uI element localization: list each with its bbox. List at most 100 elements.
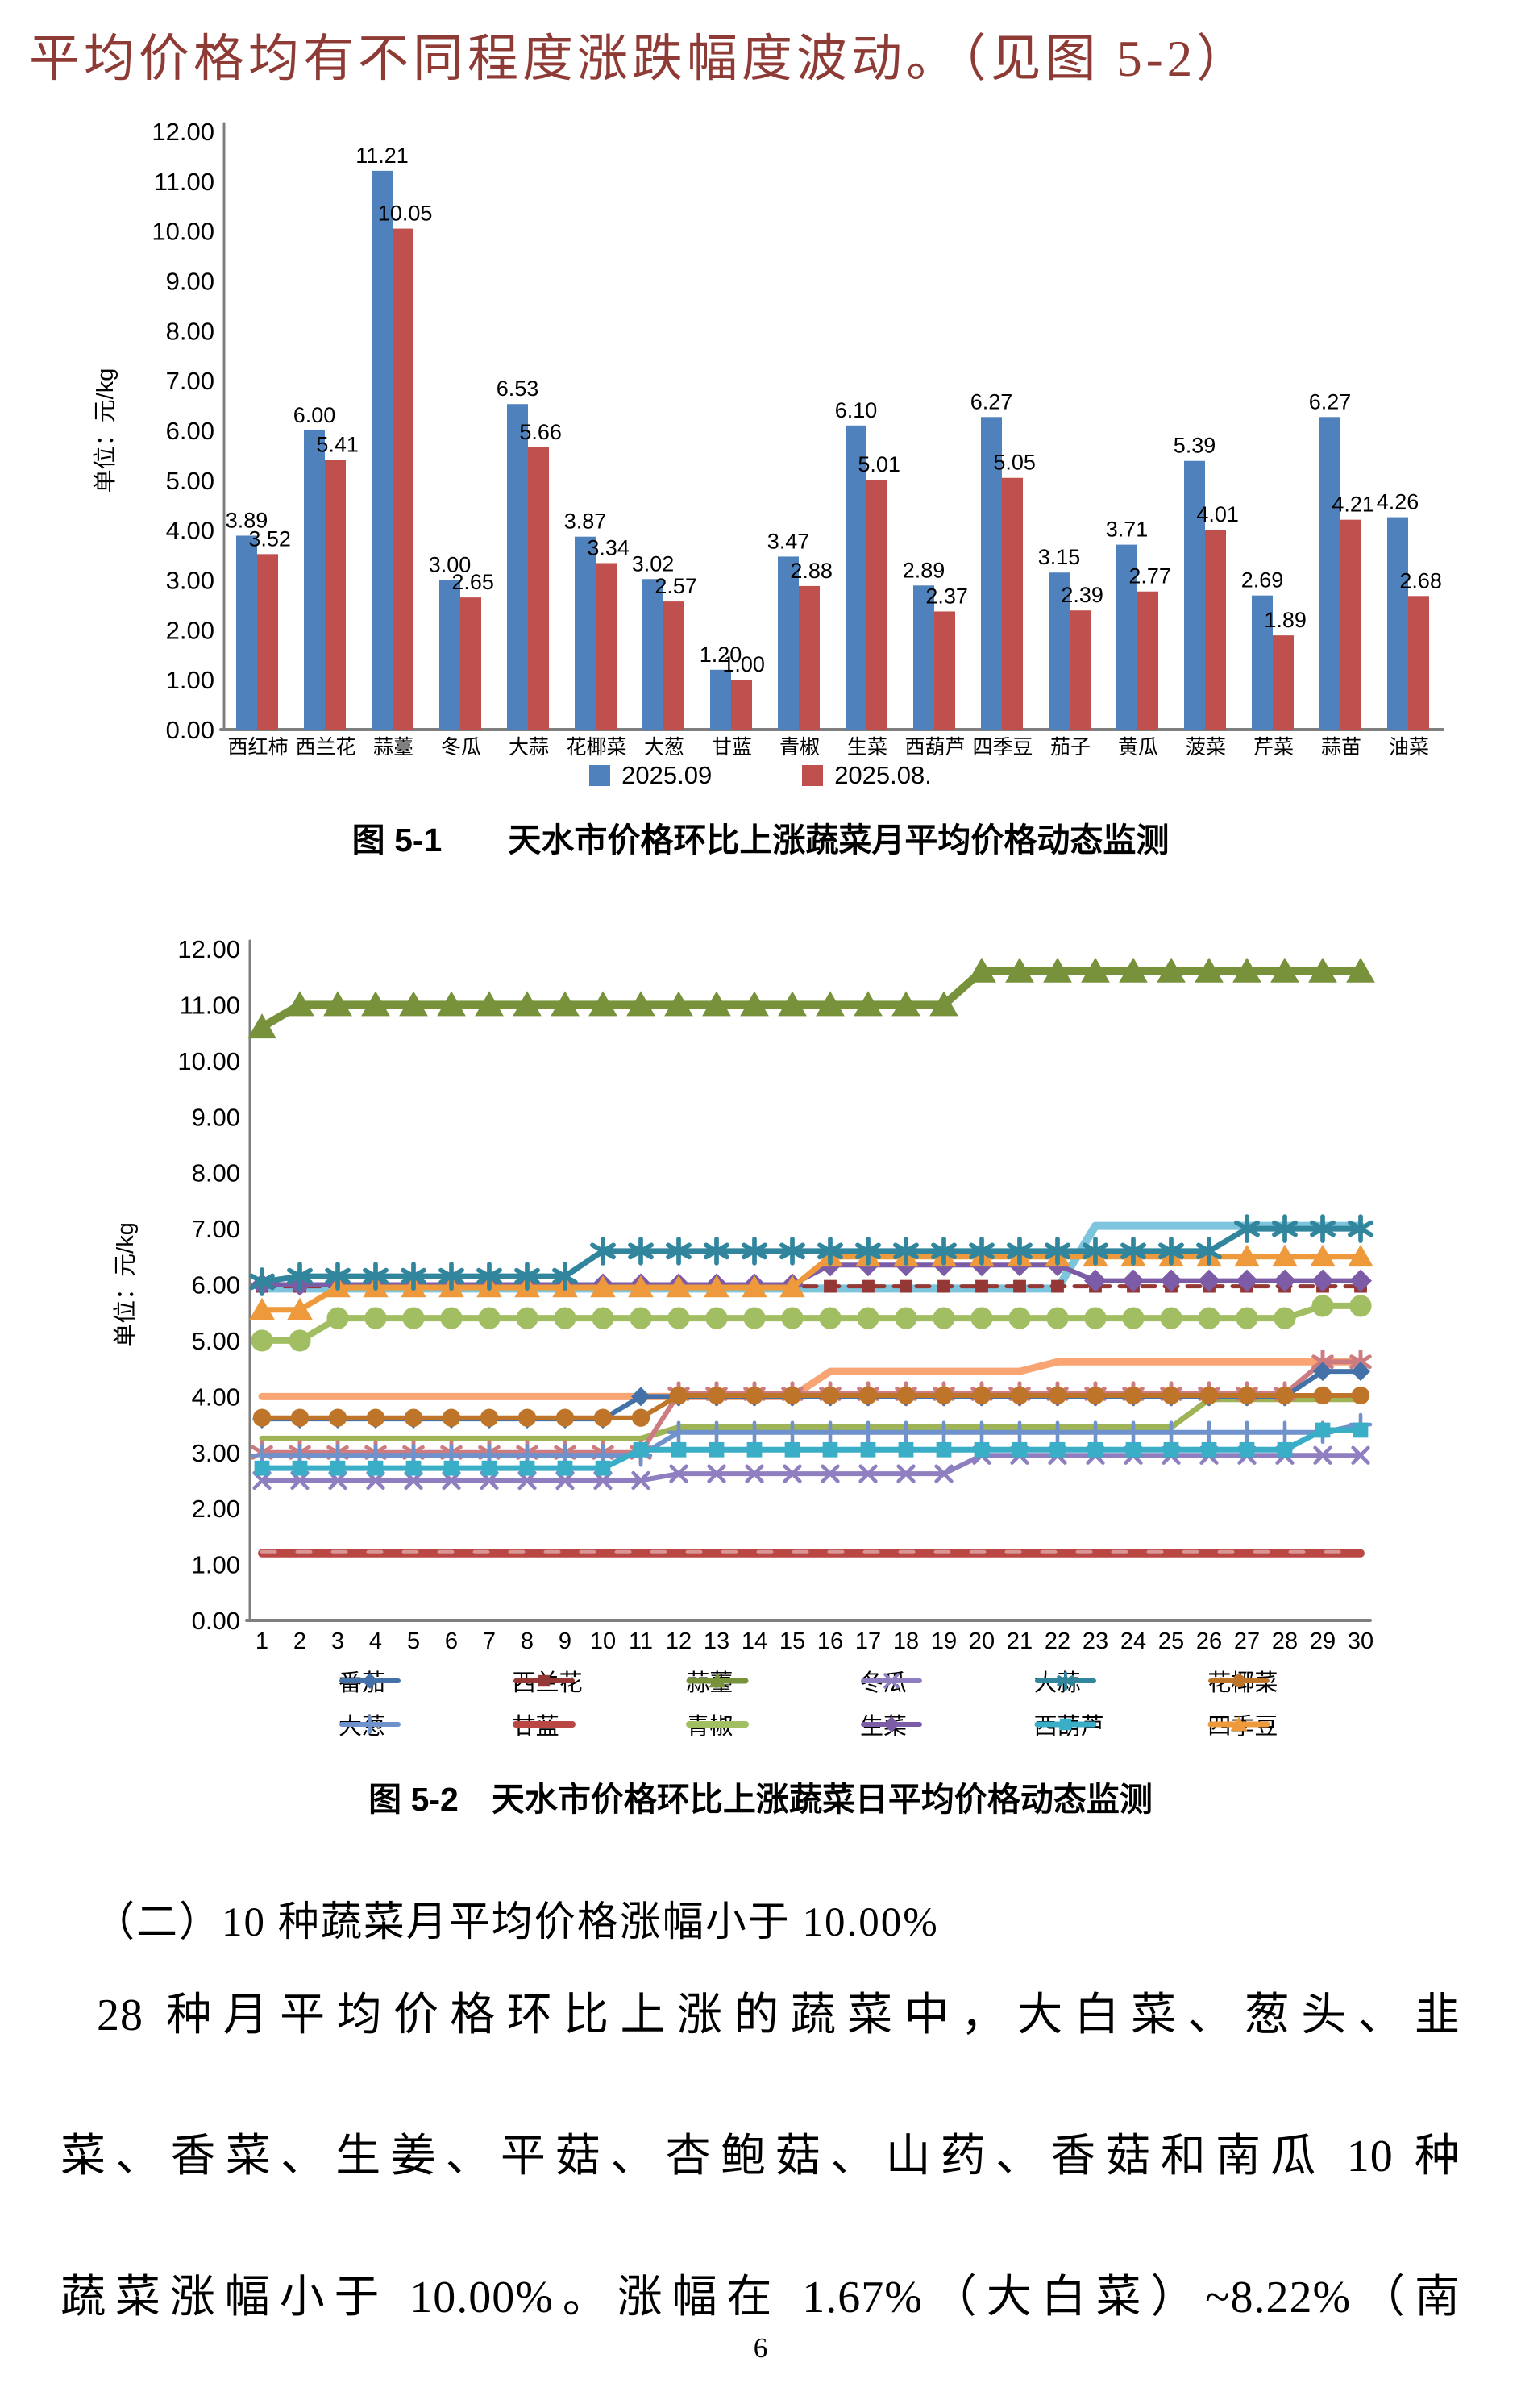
bar-黄瓜-2025-08 xyxy=(1137,591,1158,730)
legend-item-冬瓜: 冬瓜 xyxy=(860,1664,1031,1698)
svg-text:11: 11 xyxy=(629,1628,653,1654)
svg-text:6.53: 6.53 xyxy=(497,376,539,401)
bar-青椒-2025-09 xyxy=(778,556,799,730)
svg-text:0.00: 0.00 xyxy=(166,716,214,744)
svg-text:30: 30 xyxy=(1348,1628,1373,1654)
svg-text:1.00: 1.00 xyxy=(166,666,214,694)
figure-5-2-caption: 图 5-2 天水市价格环比上涨蔬菜日平均价格动态监测 xyxy=(368,1781,1153,1818)
svg-text:西葫芦: 西葫芦 xyxy=(904,736,965,758)
bar-蒜薹-2025-08 xyxy=(393,228,413,730)
svg-text:9: 9 xyxy=(559,1628,571,1654)
legend-item-甘蓝: 甘蓝 xyxy=(512,1707,684,1741)
bar-value-labels: 3.893.52 6.00 5.41 11.21 10.05 3.002.65 6.53 5.… xyxy=(226,143,1442,676)
svg-text:西兰花: 西兰花 xyxy=(295,736,355,758)
bar-生菜-2025-08 xyxy=(866,480,887,730)
svg-text:4: 4 xyxy=(369,1628,382,1654)
legend-item-青椒: 青椒 xyxy=(686,1707,857,1741)
legend-item-2025-09: 2025.09 xyxy=(589,761,712,790)
bar-大蒜-2025-08 xyxy=(528,447,549,730)
bar-西葫芦-2025-09 xyxy=(913,585,934,730)
svg-text:3.71: 3.71 xyxy=(1106,518,1149,542)
legend-swatch-青椒 xyxy=(686,1721,750,1728)
svg-text:7.00: 7.00 xyxy=(192,1215,240,1243)
legend-swatch-甘蓝 xyxy=(512,1721,576,1728)
svg-text:1.20: 1.20 xyxy=(700,643,742,667)
svg-text:1.89: 1.89 xyxy=(1264,608,1307,632)
svg-text:6.00: 6.00 xyxy=(192,1271,240,1300)
legend-swatch-西葫芦 xyxy=(1034,1718,1097,1731)
svg-text:油菜: 油菜 xyxy=(1389,736,1429,758)
svg-text:4.01: 4.01 xyxy=(1196,502,1239,526)
bar-黄瓜-2025-09 xyxy=(1116,544,1137,730)
svg-text:5.01: 5.01 xyxy=(858,452,900,476)
svg-text:15: 15 xyxy=(779,1628,805,1654)
bar-西红柿-2025-09 xyxy=(236,535,257,730)
svg-text:西红柿: 西红柿 xyxy=(227,736,288,758)
line-chart-axis-unit: 单位：元/kg xyxy=(112,1222,139,1347)
svg-text:菠菜: 菠菜 xyxy=(1186,736,1226,758)
section-heading: （二）10 种蔬菜月平均价格涨幅小于 10.00% xyxy=(94,1900,939,1945)
body-paragraph-line-1: 28 种月平均价格环比上涨的蔬菜中，大白菜、葱头、韭 xyxy=(97,1990,1461,2040)
svg-text:1: 1 xyxy=(256,1628,268,1654)
bar-生菜-2025-09 xyxy=(846,425,866,730)
svg-text:大蒜: 大蒜 xyxy=(509,736,549,758)
svg-text:22: 22 xyxy=(1045,1628,1070,1654)
bar-菠菜-2025-08 xyxy=(1205,530,1226,730)
svg-text:四季豆: 四季豆 xyxy=(972,736,1033,758)
svg-text:3.47: 3.47 xyxy=(767,529,810,553)
svg-text:25: 25 xyxy=(1158,1628,1184,1654)
bar-大葱-2025-08 xyxy=(663,601,684,730)
svg-text:青椒: 青椒 xyxy=(779,736,820,758)
svg-text:12.00: 12.00 xyxy=(177,935,240,963)
bar-西兰花-2025-09 xyxy=(304,430,325,730)
legend-swatch-番茄 xyxy=(339,1673,401,1689)
bar-大葱-2025-09 xyxy=(642,579,663,730)
line-series-unlabeled-2 xyxy=(259,1396,1364,1441)
svg-text:冬瓜: 冬瓜 xyxy=(441,736,481,758)
svg-text:1.00: 1.00 xyxy=(192,1551,240,1579)
svg-text:8.00: 8.00 xyxy=(192,1159,240,1187)
svg-text:11.21: 11.21 xyxy=(355,143,409,168)
bar-甘蓝-2025-09 xyxy=(710,669,731,730)
svg-text:20: 20 xyxy=(969,1628,995,1654)
svg-text:5.66: 5.66 xyxy=(519,420,562,444)
svg-text:3.87: 3.87 xyxy=(564,509,607,534)
svg-text:2.77: 2.77 xyxy=(1128,564,1171,588)
bar-花椰菜-2025-08 xyxy=(596,563,617,730)
svg-text:2.00: 2.00 xyxy=(166,616,214,644)
legend-swatch-冬瓜 xyxy=(861,1673,922,1689)
svg-text:大葱: 大葱 xyxy=(644,736,684,758)
svg-text:5.41: 5.41 xyxy=(316,432,359,456)
bar-蒜苗-2025-09 xyxy=(1319,417,1340,730)
svg-text:23: 23 xyxy=(1083,1628,1108,1654)
svg-text:11.00: 11.00 xyxy=(154,168,214,196)
legend-swatch-四季豆 xyxy=(1207,1716,1270,1732)
svg-text:3.00: 3.00 xyxy=(429,553,472,577)
svg-text:3.15: 3.15 xyxy=(1038,545,1081,569)
svg-text:9.00: 9.00 xyxy=(192,1103,240,1131)
bar-四季豆-2025-08 xyxy=(1002,477,1023,730)
svg-text:28: 28 xyxy=(1272,1628,1298,1654)
svg-text:12: 12 xyxy=(666,1628,692,1654)
svg-text:10.00: 10.00 xyxy=(177,1047,240,1075)
svg-text:13: 13 xyxy=(704,1628,729,1654)
legend-swatch-西兰花 xyxy=(513,1674,575,1687)
bar-冬瓜-2025-08 xyxy=(460,597,481,730)
legend-item-西兰花: 西兰花 xyxy=(513,1664,684,1698)
svg-text:29: 29 xyxy=(1310,1628,1336,1654)
svg-text:2: 2 xyxy=(293,1628,306,1654)
bar-chart-plot: 0.00 1.00 2.00 3.00 4.00 5.00 6.00 7.00 8.00 9.00… xyxy=(92,118,1444,744)
legend-item-番茄: 番茄 xyxy=(339,1664,509,1698)
legend-item-大葱: 大葱 xyxy=(339,1707,509,1741)
line-series-大蒜 xyxy=(249,1214,1373,1296)
bar-油菜-2025-08 xyxy=(1408,596,1429,730)
intro-text: 平均价格均有不同程度涨跌幅度波动。（见图 5-2） xyxy=(29,31,1252,87)
svg-text:2.39: 2.39 xyxy=(1061,583,1103,607)
legend-item-大蒜: 大蒜 xyxy=(1034,1664,1205,1698)
svg-text:3.00: 3.00 xyxy=(166,567,214,595)
svg-text:1.00: 1.00 xyxy=(722,652,765,676)
svg-text:2.37: 2.37 xyxy=(925,584,968,608)
svg-text:3.00: 3.00 xyxy=(192,1439,240,1467)
figure-5-2-line-chart: 0.00 1.00 2.00 3.00 4.00 5.00 6.00 7.00 8.00 9.00… xyxy=(112,935,1375,1654)
svg-text:2.65: 2.65 xyxy=(451,570,494,594)
